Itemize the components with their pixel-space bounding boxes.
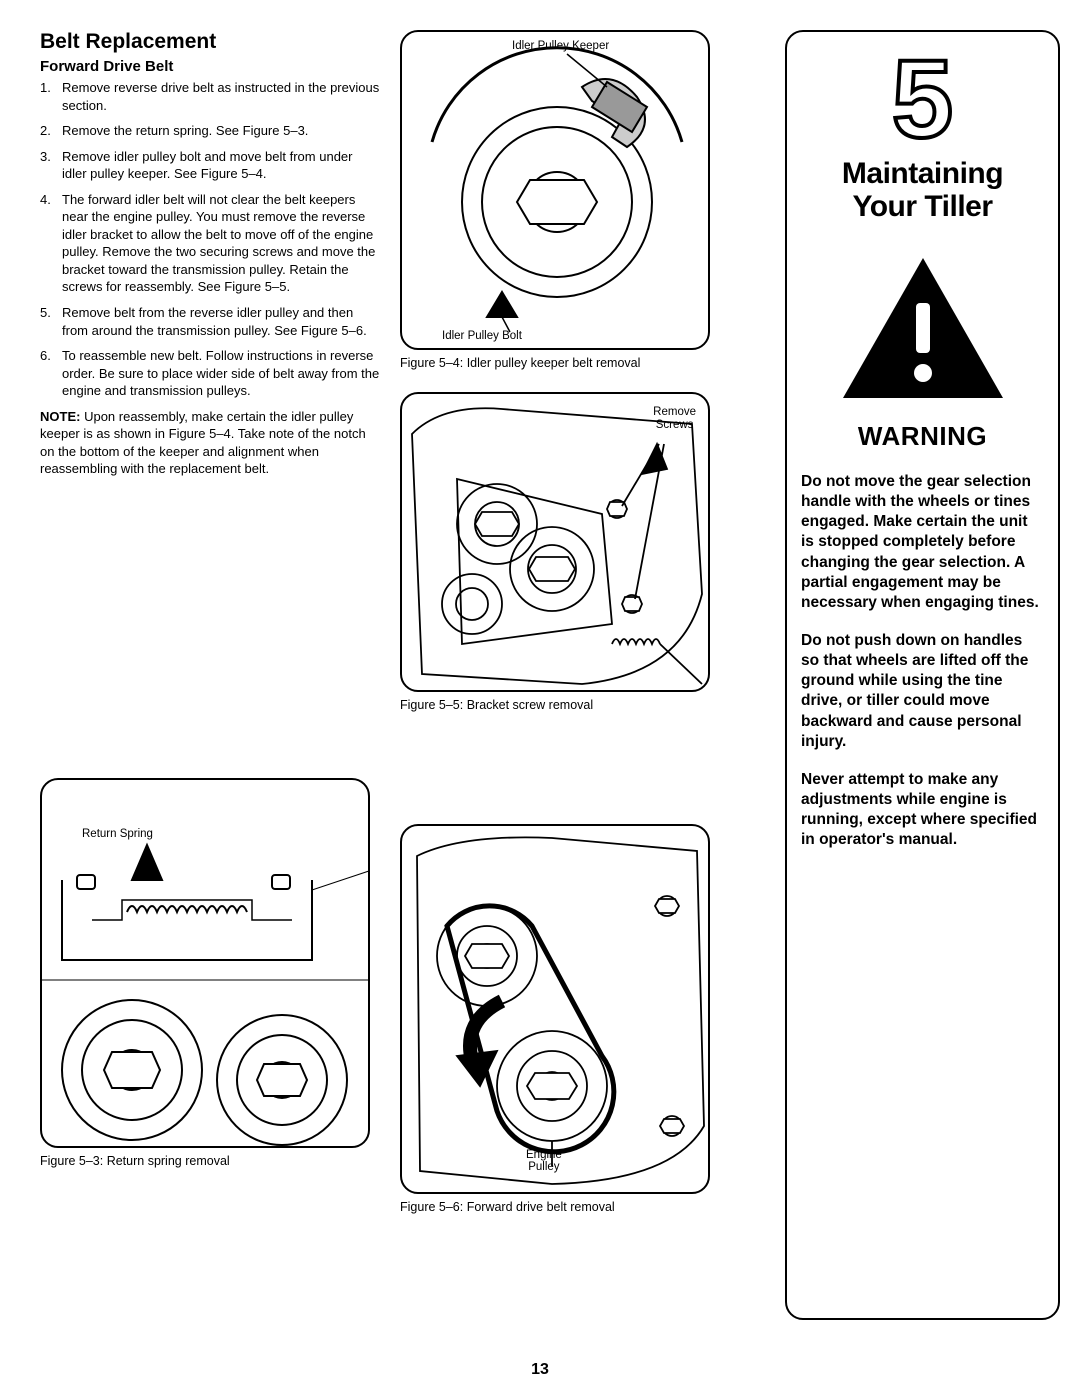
- warning-triangle-icon: [838, 253, 1008, 403]
- figure-box: Return Spring: [40, 778, 370, 1148]
- label-idler-bolt: Idler Pulley Bolt: [442, 330, 522, 343]
- figure-caption: Figure 5–3: Return spring removal: [40, 1154, 380, 1168]
- figure-box: Engine Pulley: [400, 824, 710, 1194]
- figure-caption: Figure 5–6: Forward drive belt removal: [400, 1200, 740, 1214]
- subsection-title: Forward Drive Belt: [40, 58, 380, 75]
- step-number: 3.: [40, 148, 62, 183]
- column-left: Belt Replacement Forward Drive Belt 1.Re…: [40, 30, 380, 1320]
- warning-paragraph: Never attempt to make any adjustments wh…: [801, 770, 1044, 851]
- diagram-idler-keeper: [402, 32, 710, 350]
- figure-caption: Figure 5–4: Idler pulley keeper belt rem…: [400, 356, 740, 370]
- warning-title: WARNING: [858, 421, 987, 452]
- figure-5-4: Idler Pulley Keeper Idler Pulley Bolt: [400, 30, 740, 370]
- step-item: 1.Remove reverse drive belt as instructe…: [40, 79, 380, 114]
- figure-box: Idler Pulley Keeper Idler Pulley Bolt: [400, 30, 710, 350]
- step-number: 6.: [40, 347, 62, 400]
- label-idler-keeper: Idler Pulley Keeper: [512, 40, 609, 53]
- step-text: Remove idler pulley bolt and move belt f…: [62, 148, 380, 183]
- column-right: Idler Pulley Keeper Idler Pulley Bolt: [400, 30, 740, 1320]
- step-text: Remove reverse drive belt as instructed …: [62, 79, 380, 114]
- step-item: 3.Remove idler pulley bolt and move belt…: [40, 148, 380, 183]
- label-engine-pulley: Engine Pulley: [526, 1149, 562, 1174]
- step-item: 5.Remove belt from the reverse idler pul…: [40, 304, 380, 339]
- step-item: 4.The forward idler belt will not clear …: [40, 191, 380, 296]
- step-text: To reassemble new belt. Follow instructi…: [62, 347, 380, 400]
- step-text: The forward idler belt will not clear th…: [62, 191, 380, 296]
- step-item: 6.To reassemble new belt. Follow instruc…: [40, 347, 380, 400]
- warning-paragraph: Do not move the gear selection handle wi…: [801, 472, 1044, 613]
- diagram-bracket-screws: [402, 394, 710, 692]
- figure-box: Remove Screws: [400, 392, 710, 692]
- section-title: Belt Replacement: [40, 30, 380, 54]
- step-number: 2.: [40, 122, 62, 140]
- chapter-title: Maintaining Your Tiller: [842, 157, 1003, 223]
- step-number: 1.: [40, 79, 62, 114]
- chapter-number: 5: [892, 50, 953, 149]
- page-number: 13: [0, 1361, 1080, 1379]
- step-number: 4.: [40, 191, 62, 296]
- page: Belt Replacement Forward Drive Belt 1.Re…: [0, 0, 1080, 1340]
- step-item: 2.Remove the return spring. See Figure 5…: [40, 122, 380, 140]
- step-number: 5.: [40, 304, 62, 339]
- note-text: Upon reassembly, make certain the idler …: [40, 409, 366, 477]
- figure-5-5: Remove Screws: [400, 392, 740, 712]
- figure-caption: Figure 5–5: Bracket screw removal: [400, 698, 740, 712]
- step-text: Remove the return spring. See Figure 5–3…: [62, 122, 308, 140]
- sidebar: 5 Maintaining Your Tiller WARNING Do not…: [785, 30, 1060, 1320]
- diagram-forward-belt: [402, 826, 710, 1194]
- label-remove-screws: Remove Screws: [653, 406, 696, 431]
- steps-list: 1.Remove reverse drive belt as instructe…: [40, 79, 380, 400]
- note-label: NOTE:: [40, 409, 80, 424]
- note-paragraph: NOTE: Upon reassembly, make certain the …: [40, 408, 380, 478]
- figure-5-3: Return Spring: [40, 778, 380, 1168]
- warning-paragraph: Do not push down on handles so that whee…: [801, 631, 1044, 752]
- figure-5-6: Engine Pulley: [400, 824, 740, 1214]
- step-text: Remove belt from the reverse idler pulle…: [62, 304, 380, 339]
- label-return-spring: Return Spring: [82, 828, 153, 841]
- main-content: Belt Replacement Forward Drive Belt 1.Re…: [40, 30, 775, 1320]
